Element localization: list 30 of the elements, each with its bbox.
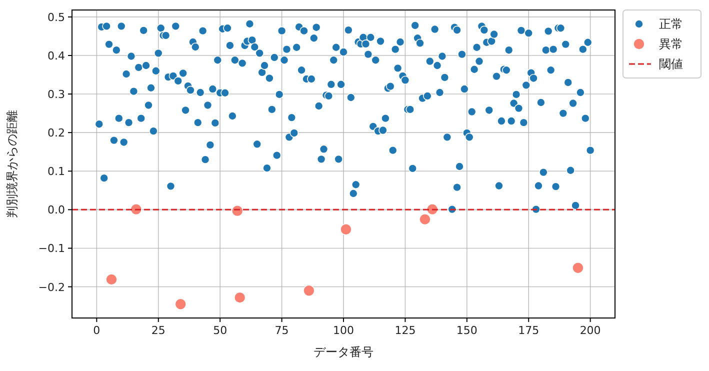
x-axis-title: データ番号	[314, 345, 374, 359]
legend-label: 閾値	[659, 57, 683, 71]
y-tick-label: 0.1	[48, 165, 65, 178]
y-tick-label: 0.5	[48, 10, 65, 24]
x-tick-label: 100	[333, 324, 354, 337]
legend-label: 異常	[659, 37, 683, 51]
x-tick-label: 75	[274, 324, 289, 337]
point	[340, 223, 352, 236]
point	[231, 204, 244, 217]
y-tick-label: −0.2	[38, 280, 65, 294]
x-tick-label: 200	[580, 324, 601, 337]
x-tick-label: 150	[456, 324, 478, 337]
point	[419, 213, 431, 226]
x-tick-label: 50	[213, 324, 228, 337]
x-tick-label: 125	[394, 324, 416, 337]
y-tick-label: −0.1	[38, 242, 65, 256]
x-tick-label: 175	[518, 324, 540, 337]
x-tick-label: 0	[93, 324, 100, 337]
point	[174, 298, 186, 310]
y-tick-label: 0.4	[48, 49, 65, 62]
y-tick-label: 0.2	[48, 126, 65, 140]
point	[572, 262, 584, 274]
point	[234, 292, 246, 304]
point	[303, 284, 315, 297]
point	[106, 274, 118, 286]
y-tick-label: 0.3	[48, 88, 65, 102]
y-axis-title: 判別境界からの距離	[5, 110, 19, 218]
y-tick-label: 0.0	[48, 204, 65, 217]
legend-label: 正常	[659, 17, 683, 31]
x-tick-label: 25	[151, 324, 166, 337]
